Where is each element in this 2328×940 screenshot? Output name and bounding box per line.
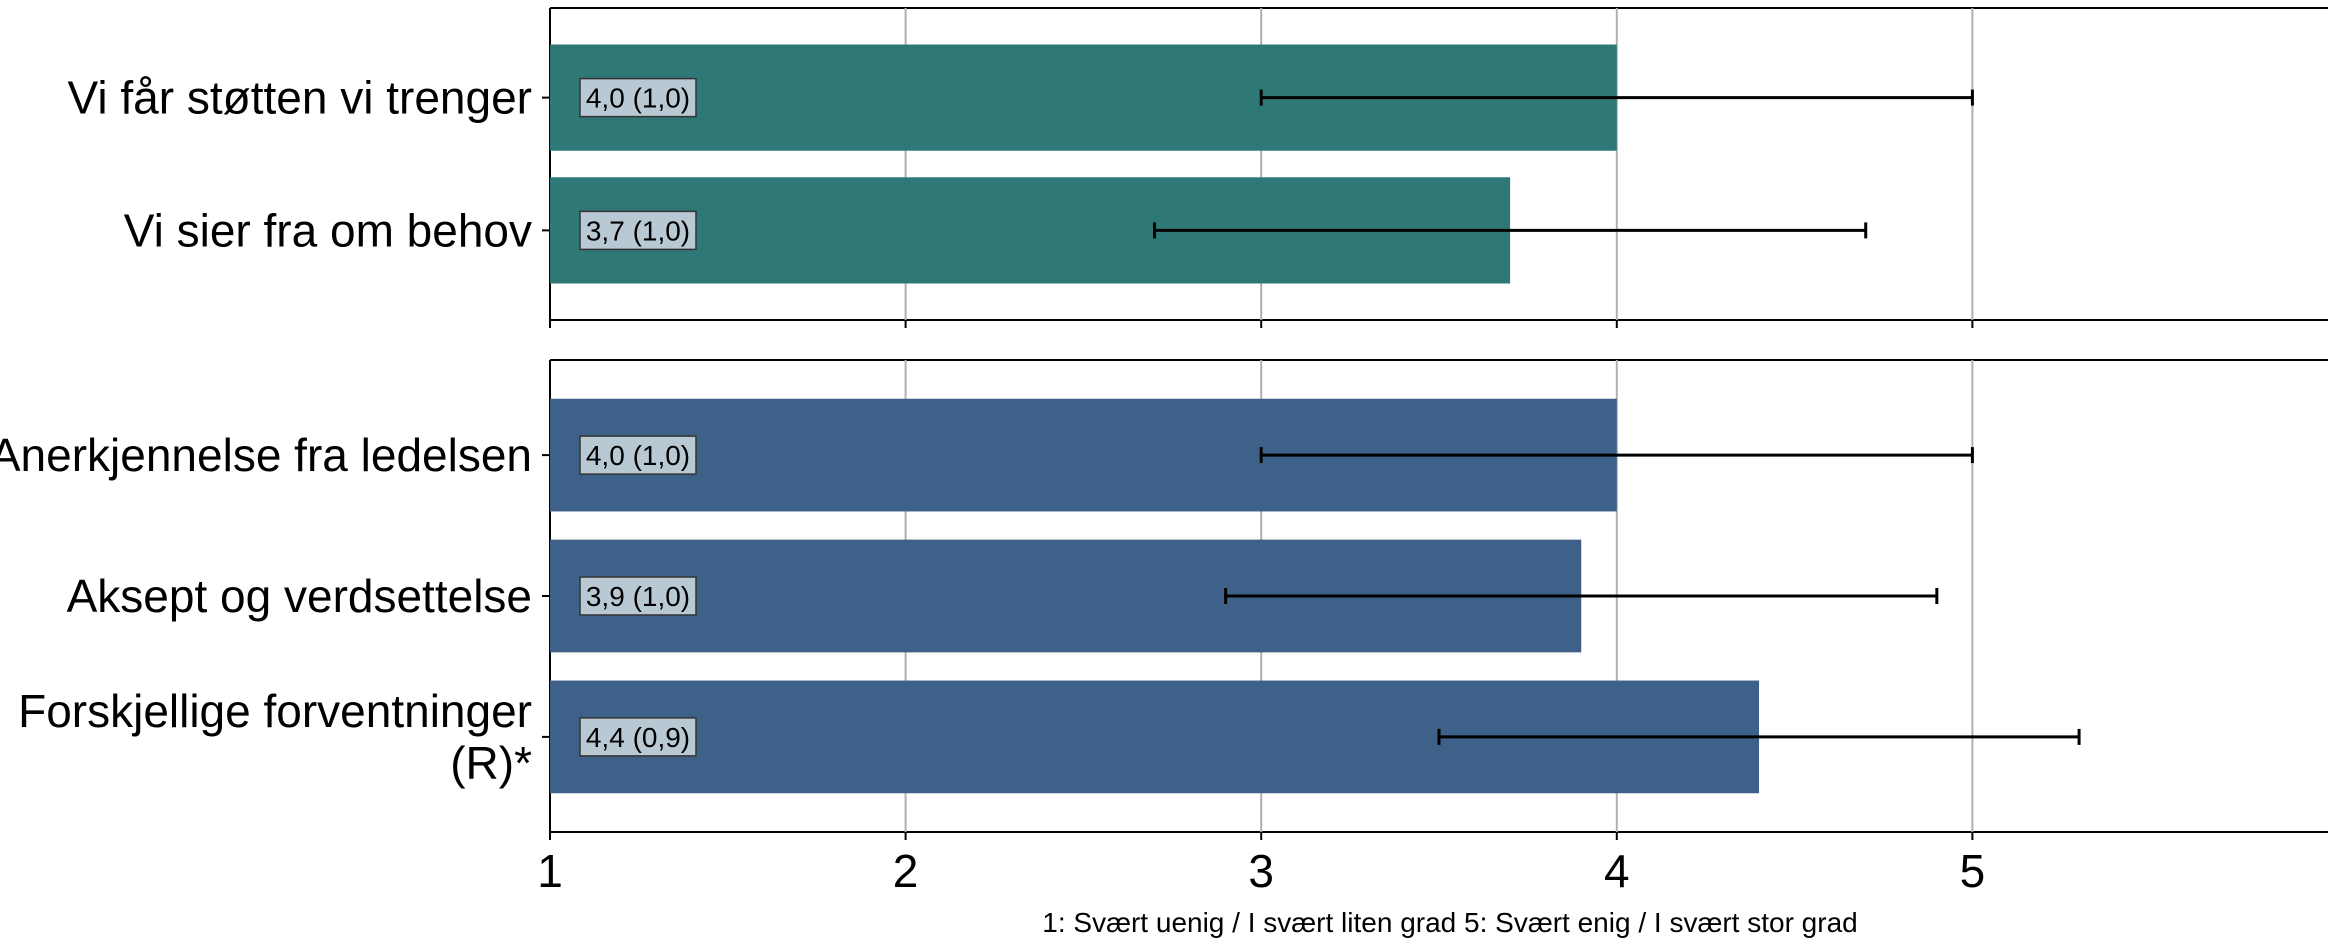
x-tick-label: 5 [1960,845,1986,897]
value-label: 4,0 (1,0) [586,440,690,471]
value-label-box [579,210,697,251]
value-label-box [579,435,697,475]
value-label-box [579,717,697,757]
value-label-box [579,77,697,118]
x-tick-label: 2 [893,845,919,897]
x-tick-label: 4 [1604,845,1630,897]
category-label: Vi sier fra om behov [124,204,532,256]
category-label: Forskjellige forventninger [18,685,532,737]
value-label: 3,7 (1,0) [586,215,690,246]
value-label: 3,9 (1,0) [586,581,690,612]
value-label: 4,4 (0,9) [586,722,690,753]
category-label: (R)* [450,737,532,789]
x-tick-label: 1 [537,845,563,897]
value-label-box [579,576,697,616]
category-label: Vi får støtten vi trenger [68,72,532,124]
x-tick-label: 3 [1248,845,1274,897]
x-axis: 1 2 3 4 5 [537,845,1985,897]
value-label: 4,0 (1,0) [586,83,690,114]
panel-2: Anerkjennelse fra ledelsen 4,0 (1,0) Aksep… [0,359,2328,840]
category-label: Aksept og verdsettelse [67,570,532,622]
chart-panels: Vi får støtten vi trenger 4,0 (1,0) Vi sie… [0,7,2328,840]
scale-footnote: 1: Svært uenig / I svært liten grad 5: S… [1042,907,1857,938]
panel-1: Vi får støtten vi trenger 4,0 (1,0) Vi sie… [68,7,2328,328]
category-label: Anerkjennelse fra ledelsen [0,429,532,481]
